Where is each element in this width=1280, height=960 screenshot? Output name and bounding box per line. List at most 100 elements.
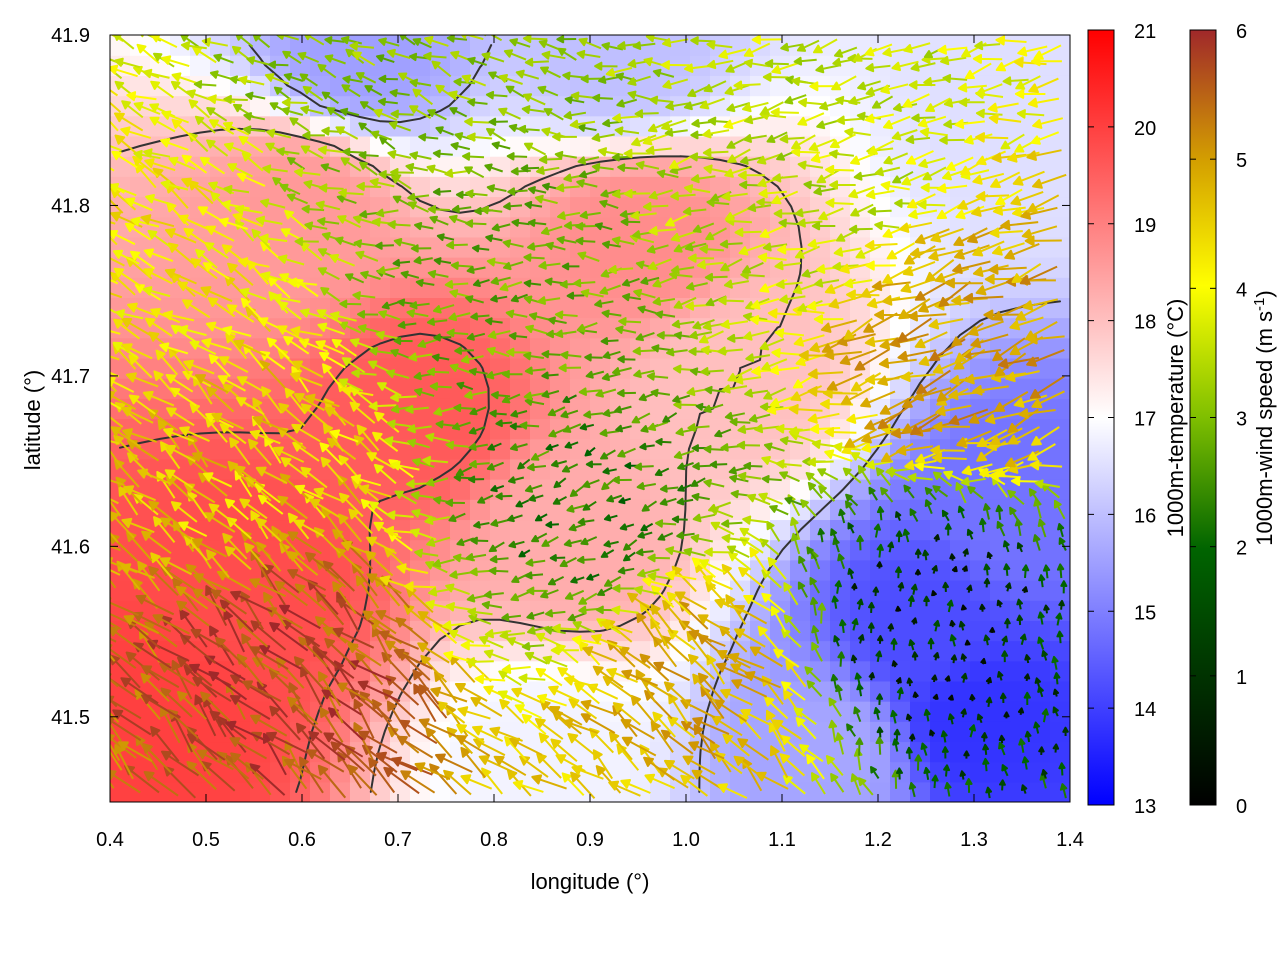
wind-vector [161, 750, 200, 777]
wind-vector [630, 694, 656, 725]
wind-vector [110, 569, 121, 576]
temperature-cell [410, 176, 431, 198]
temperature-cell [910, 519, 931, 541]
wind-vector [425, 561, 448, 574]
wind-vector [353, 698, 375, 739]
temperature-cell [830, 600, 851, 621]
wind-vector [551, 623, 579, 634]
wind-vector [355, 652, 384, 686]
colorbar-tick-label: 20 [1134, 118, 1156, 140]
wind-vector [851, 583, 858, 591]
wind-vector [526, 586, 548, 596]
wind-vector [949, 634, 957, 647]
wind-vector [688, 741, 725, 760]
wind-vector [467, 607, 493, 617]
wind-vector [948, 694, 954, 701]
wind-vector [706, 654, 726, 685]
temperature-cell [750, 519, 771, 541]
wind-vector [284, 758, 322, 780]
temperature-cell [810, 196, 831, 218]
wind-vector [493, 755, 527, 777]
wind-vector [413, 683, 437, 723]
wind-vector [271, 525, 292, 560]
wind-vector [436, 701, 466, 724]
temperature-cell [910, 216, 931, 238]
temperature-cell [650, 741, 671, 763]
wind-vector [403, 581, 437, 592]
temperature-cell [690, 55, 711, 76]
temperature-cell [270, 236, 291, 258]
temperature-cell [410, 115, 431, 137]
wind-vector [586, 573, 600, 581]
wind-vector [229, 737, 267, 760]
temperature-cell [450, 479, 471, 500]
wind-vector [399, 719, 438, 745]
wind-vector [319, 707, 344, 743]
wind-vector [942, 581, 949, 592]
temperature-cell [670, 781, 691, 802]
wind-vector [767, 557, 787, 580]
wind-vector [489, 726, 523, 742]
wind-vector [811, 625, 820, 644]
wind-vector [837, 651, 845, 667]
temperature-cell [910, 398, 931, 420]
temperature-cell [690, 216, 711, 238]
temperature-cell [870, 680, 891, 702]
wind-vector [688, 629, 726, 647]
temperature-cell [670, 135, 691, 157]
temperature-cell [1050, 156, 1070, 177]
temperature-cell [890, 378, 911, 399]
wind-vector [150, 552, 174, 580]
temperature-cell [550, 75, 571, 97]
wind-vector [1041, 769, 1048, 779]
colorbar-tick-label: 4 [1236, 279, 1247, 301]
temperature-cell [710, 95, 731, 117]
colorbar-tick-label: 14 [1134, 699, 1156, 721]
temperature-cell [950, 95, 971, 117]
temperature-cell [150, 781, 171, 802]
temperature-cell [330, 196, 351, 218]
temperature-cell [230, 236, 251, 258]
wind-vector [906, 677, 913, 687]
temperature-cell [470, 257, 491, 278]
temperature-cell [510, 620, 531, 642]
temperature-cell [850, 35, 871, 56]
temperature-cell [930, 539, 951, 561]
temperature-cell [350, 579, 371, 601]
temperature-cell [750, 75, 771, 97]
wind-vector [664, 759, 695, 780]
wind-vector [497, 690, 525, 705]
wind-vector [1056, 563, 1065, 579]
wind-vector [288, 551, 319, 576]
wind-vector [455, 735, 491, 757]
temperature-cell [630, 620, 651, 642]
wind-vector [855, 737, 864, 756]
temperature-cell [910, 539, 931, 561]
temperature-cell [370, 277, 391, 298]
wind-vector [850, 654, 858, 664]
temperature-cell [810, 781, 831, 802]
temperature-cell [450, 257, 471, 278]
temperature-cell [1050, 196, 1070, 218]
temperature-cell [890, 156, 911, 177]
wind-vector [1052, 743, 1060, 753]
wind-vector [358, 730, 398, 754]
wind-vector [966, 584, 973, 593]
temperature-cell [630, 701, 651, 722]
wind-vector [665, 570, 697, 581]
wind-vector [443, 769, 472, 796]
wind-vector [876, 561, 883, 569]
temperature-cell [510, 196, 531, 218]
temperature-cell [750, 135, 771, 157]
temperature-cell [270, 499, 291, 521]
wind-vector [298, 636, 329, 668]
temperature-cell [470, 499, 491, 521]
wind-vector [911, 651, 919, 661]
temperature-cell [950, 216, 971, 238]
temperature-cell [450, 176, 471, 198]
temperature-cell [1050, 216, 1070, 238]
temperature-cell [190, 297, 211, 319]
wind-vector [867, 622, 875, 634]
temperature-cell [330, 216, 351, 238]
temperature-cell [710, 337, 731, 359]
